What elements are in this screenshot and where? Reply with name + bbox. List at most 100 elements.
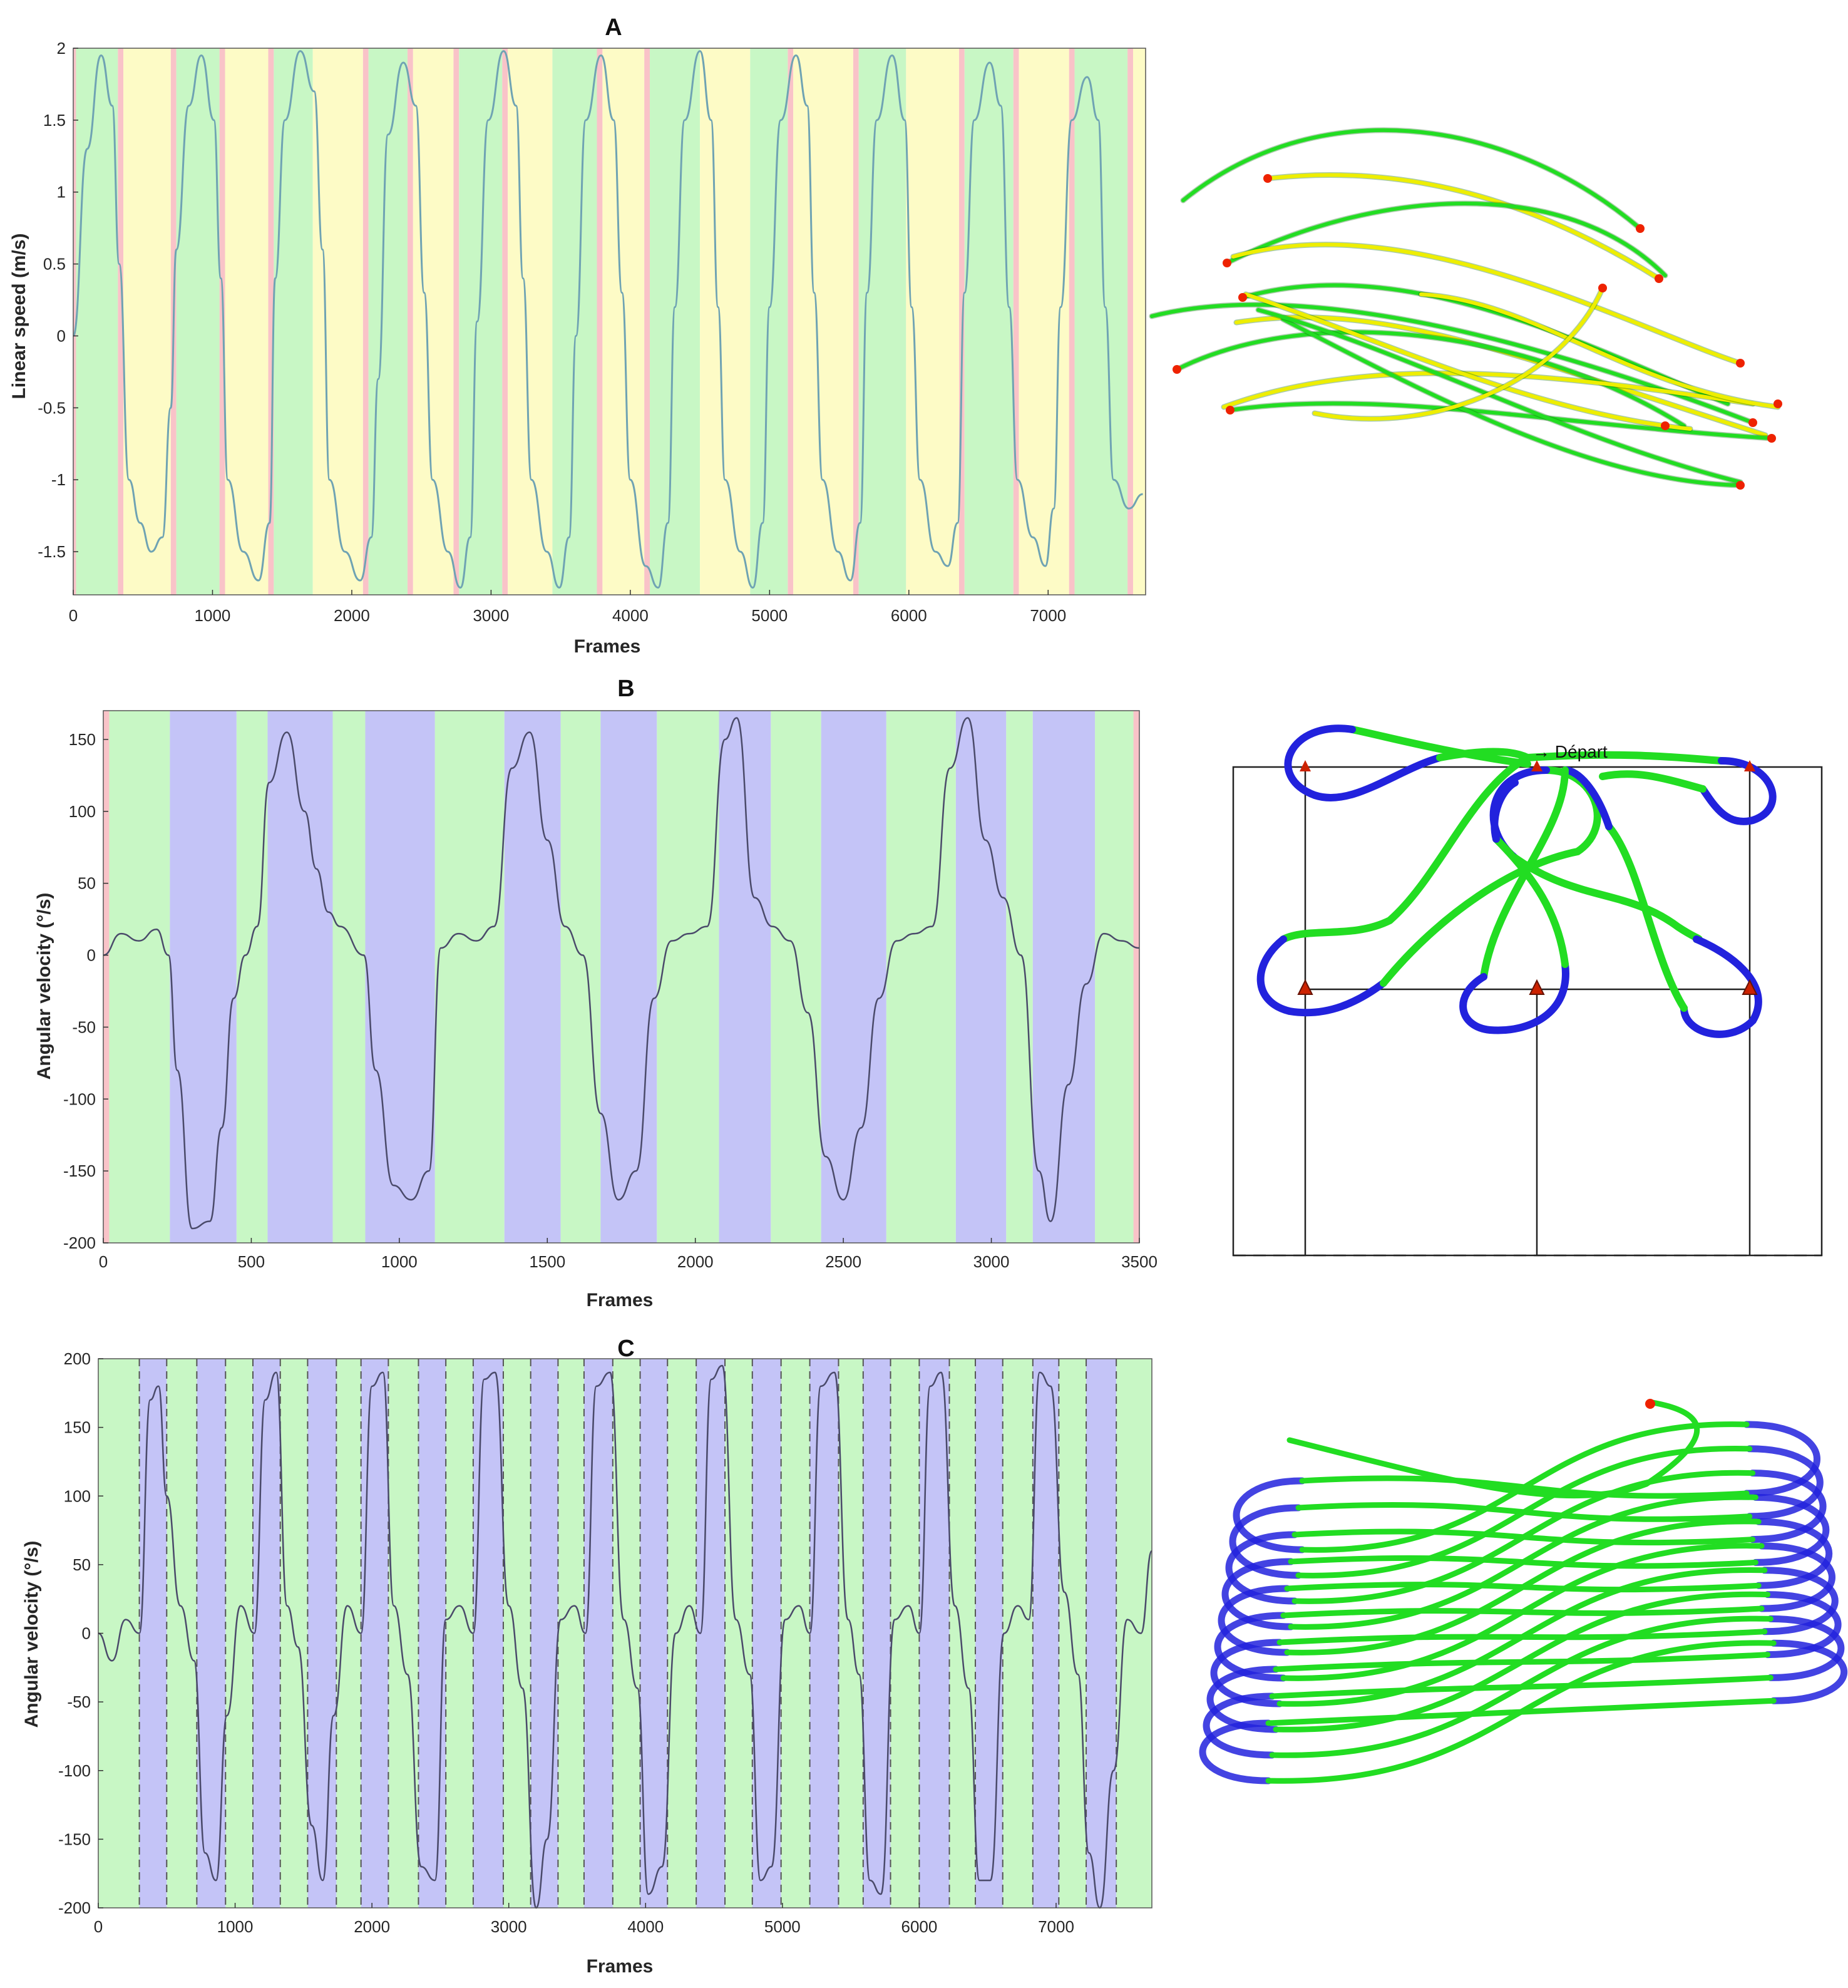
chart-b-phase-green-9 — [1095, 711, 1134, 1243]
chart-a-phase-red-12 — [853, 48, 859, 595]
chart-c: 0 1000 2000 3000 4000 5000 6000 7000-200-150-10… — [21, 1336, 1153, 1977]
trajectory-a-endpoint-1 — [1636, 224, 1645, 233]
chart-b-phase-green-2 — [332, 711, 366, 1243]
trajectory-a-tube-0 — [1181, 128, 1642, 230]
chart-a-phase-red-4 — [268, 48, 274, 595]
trajectory-c-left-loop-3 — [1221, 1558, 1295, 1630]
trajectory-c-right-loop-5 — [1758, 1542, 1835, 1612]
chart-a-phase-yellow-1 — [225, 48, 269, 595]
chart-c-phase-purple-5 — [418, 1359, 446, 1908]
chart-a-phase-red-15 — [1069, 48, 1075, 595]
chart-c-ticks: 0 1000 2000 3000 4000 5000 6000 7000-200-150-10… — [58, 1349, 1074, 1936]
chart-b-ticks: 0 500 1000 1500 2000 2500 3000 3500-200-150-100… — [63, 730, 1158, 1271]
chart-a-phase-green-5 — [552, 48, 597, 595]
trajectory-c-cross-b-9 — [1265, 1640, 1777, 1784]
trajectory-a-endpoint-9 — [1767, 434, 1776, 443]
cone-marker-right-bottom — [1742, 979, 1758, 995]
chart-c-phase-green-4 — [336, 1359, 361, 1908]
chart-a-phase-red-10 — [644, 48, 650, 595]
chart-c-ytick-label-4: 0 — [82, 1624, 91, 1643]
chart-c-phase-green-9 — [612, 1359, 640, 1908]
chart-c-phase-purple-6 — [473, 1359, 503, 1908]
chart-c-phase-purple-4 — [361, 1359, 389, 1908]
chart-a-phase-green-2 — [274, 48, 313, 595]
chart-c-xtick-label-4: 4000 — [627, 1917, 664, 1936]
trajectory-c-start-marker — [1645, 1399, 1655, 1409]
trajectory-a-tube-14 — [1313, 286, 1604, 421]
chart-b-phase-green-3 — [434, 711, 505, 1243]
chart-c-ytick-label-0: -200 — [58, 1898, 91, 1917]
chart-c-phase-green-16 — [1002, 1359, 1033, 1908]
chart-a-phase-red-14 — [1013, 48, 1019, 595]
chart-c-ytick-label-7: 150 — [64, 1418, 91, 1437]
chart-c-phase-purple-0 — [139, 1359, 167, 1908]
trajectory-b-segment-6 — [1280, 754, 1531, 943]
trajectory-c-right-loop-1 — [1746, 1445, 1824, 1520]
trajectory-b-segment-11 — [1680, 935, 1762, 1038]
chart-a-phase-yellow-8 — [906, 48, 959, 595]
chart-a-phase-yellow-5 — [602, 48, 645, 595]
chart-c-phase-green-0 — [98, 1359, 140, 1908]
chart-a-phase-yellow-9 — [1019, 48, 1069, 595]
chart-c-phase-green-2 — [225, 1359, 253, 1908]
chart-a-phase-green-3 — [368, 48, 408, 595]
trajectory-c-cross-b-3 — [1288, 1494, 1758, 1630]
trajectory-a-endpoint-11 — [1661, 421, 1670, 430]
trajectory-b-segment-15 — [1459, 961, 1569, 1034]
chart-b-phase-green-1 — [236, 711, 268, 1243]
trajectory-b-segment-4 — [1699, 757, 1777, 825]
chart-a-phases — [73, 48, 1146, 595]
chart-b-ylabel: Angular velocity (°/s) — [34, 893, 54, 1080]
chart-b-phase-green-0 — [109, 711, 170, 1243]
trajectory-c-cross-b-5 — [1280, 1543, 1765, 1681]
chart-a-phase-green-1 — [176, 48, 220, 595]
chart-b-signal — [103, 717, 1140, 1230]
chart-a-ytick-label-1: -1 — [51, 470, 66, 489]
chart-a-phase-yellow-3 — [413, 48, 454, 595]
chart-a-ticks: 0 1000 2000 3000 4000 5000 6000 7000 -1.5 -1 -0.5 0… — [38, 39, 1066, 625]
trajectory-c-left-loop-5 — [1214, 1612, 1287, 1682]
chart-c-phase-purple-14 — [919, 1359, 950, 1908]
chart-a-ytick-label-7: 2 — [57, 39, 66, 58]
chart-a-phase-red-1 — [118, 48, 124, 595]
chart-b-xtick-label-5: 2500 — [825, 1252, 861, 1271]
chart-a-ytick-label-4: 0.5 — [43, 255, 66, 274]
chart-b-phase-purple-7 — [955, 711, 1007, 1243]
chart-c-xtick-label-3: 3000 — [491, 1917, 527, 1936]
chart-c-phase-green-15 — [949, 1359, 976, 1908]
trajectory-b-segment-3 — [1524, 751, 1725, 765]
chart-b-phase-green-4 — [560, 711, 601, 1243]
chart-c-ytick-label-3: -50 — [67, 1692, 91, 1711]
chart-b-phase-purple-4 — [600, 711, 657, 1243]
cone-marker-center-top — [1531, 760, 1543, 771]
chart-c-ytick-label-2: -100 — [58, 1761, 91, 1780]
trajectory-c-cross-b-7 — [1273, 1591, 1771, 1733]
trajectory-a-tube-10 — [1419, 292, 1780, 409]
trajectory-a-tube-1 — [1266, 173, 1661, 281]
chart-a-phase-red-7 — [453, 48, 459, 595]
chart-b-phase-green-8 — [1006, 711, 1033, 1243]
cone-marker-right-top — [1744, 760, 1755, 771]
trajectory-a-endpoint-12 — [1736, 481, 1745, 490]
chart-b-xtick-label-3: 1500 — [529, 1252, 565, 1271]
depart-label: → Départ — [1532, 742, 1608, 761]
chart-b-xtick-label-7: 3500 — [1121, 1252, 1158, 1271]
chart-c-phase-purple-15 — [975, 1359, 1003, 1908]
trajectory-c-left-loop-8 — [1203, 1692, 1276, 1759]
chart-b-phase-purple-1 — [267, 711, 333, 1243]
chart-c-signal — [98, 1364, 1153, 1909]
trajectory-b-segment-2 — [1436, 748, 1531, 761]
trajectory-a-tube-8 — [1222, 371, 1755, 409]
chart-c-ytick-label-1: -150 — [58, 1830, 91, 1848]
chart-b-phases — [103, 711, 1139, 1243]
trajectory-c-left-loop-1 — [1229, 1504, 1302, 1579]
trajectory-b-segment-17 — [1491, 779, 1519, 843]
trajectory-c-left-loop-0 — [1233, 1477, 1306, 1553]
chart-a-phase-green-0 — [76, 48, 118, 595]
chart-c-xtick-label-7: 7000 — [1038, 1917, 1074, 1936]
chart-b-ytick-label-6: 100 — [69, 802, 96, 821]
trajectory-c-right-loop-3 — [1752, 1493, 1830, 1566]
chart-a-phase-red-0 — [73, 48, 76, 595]
chart-a-xtick-label-6: 6000 — [891, 606, 927, 625]
